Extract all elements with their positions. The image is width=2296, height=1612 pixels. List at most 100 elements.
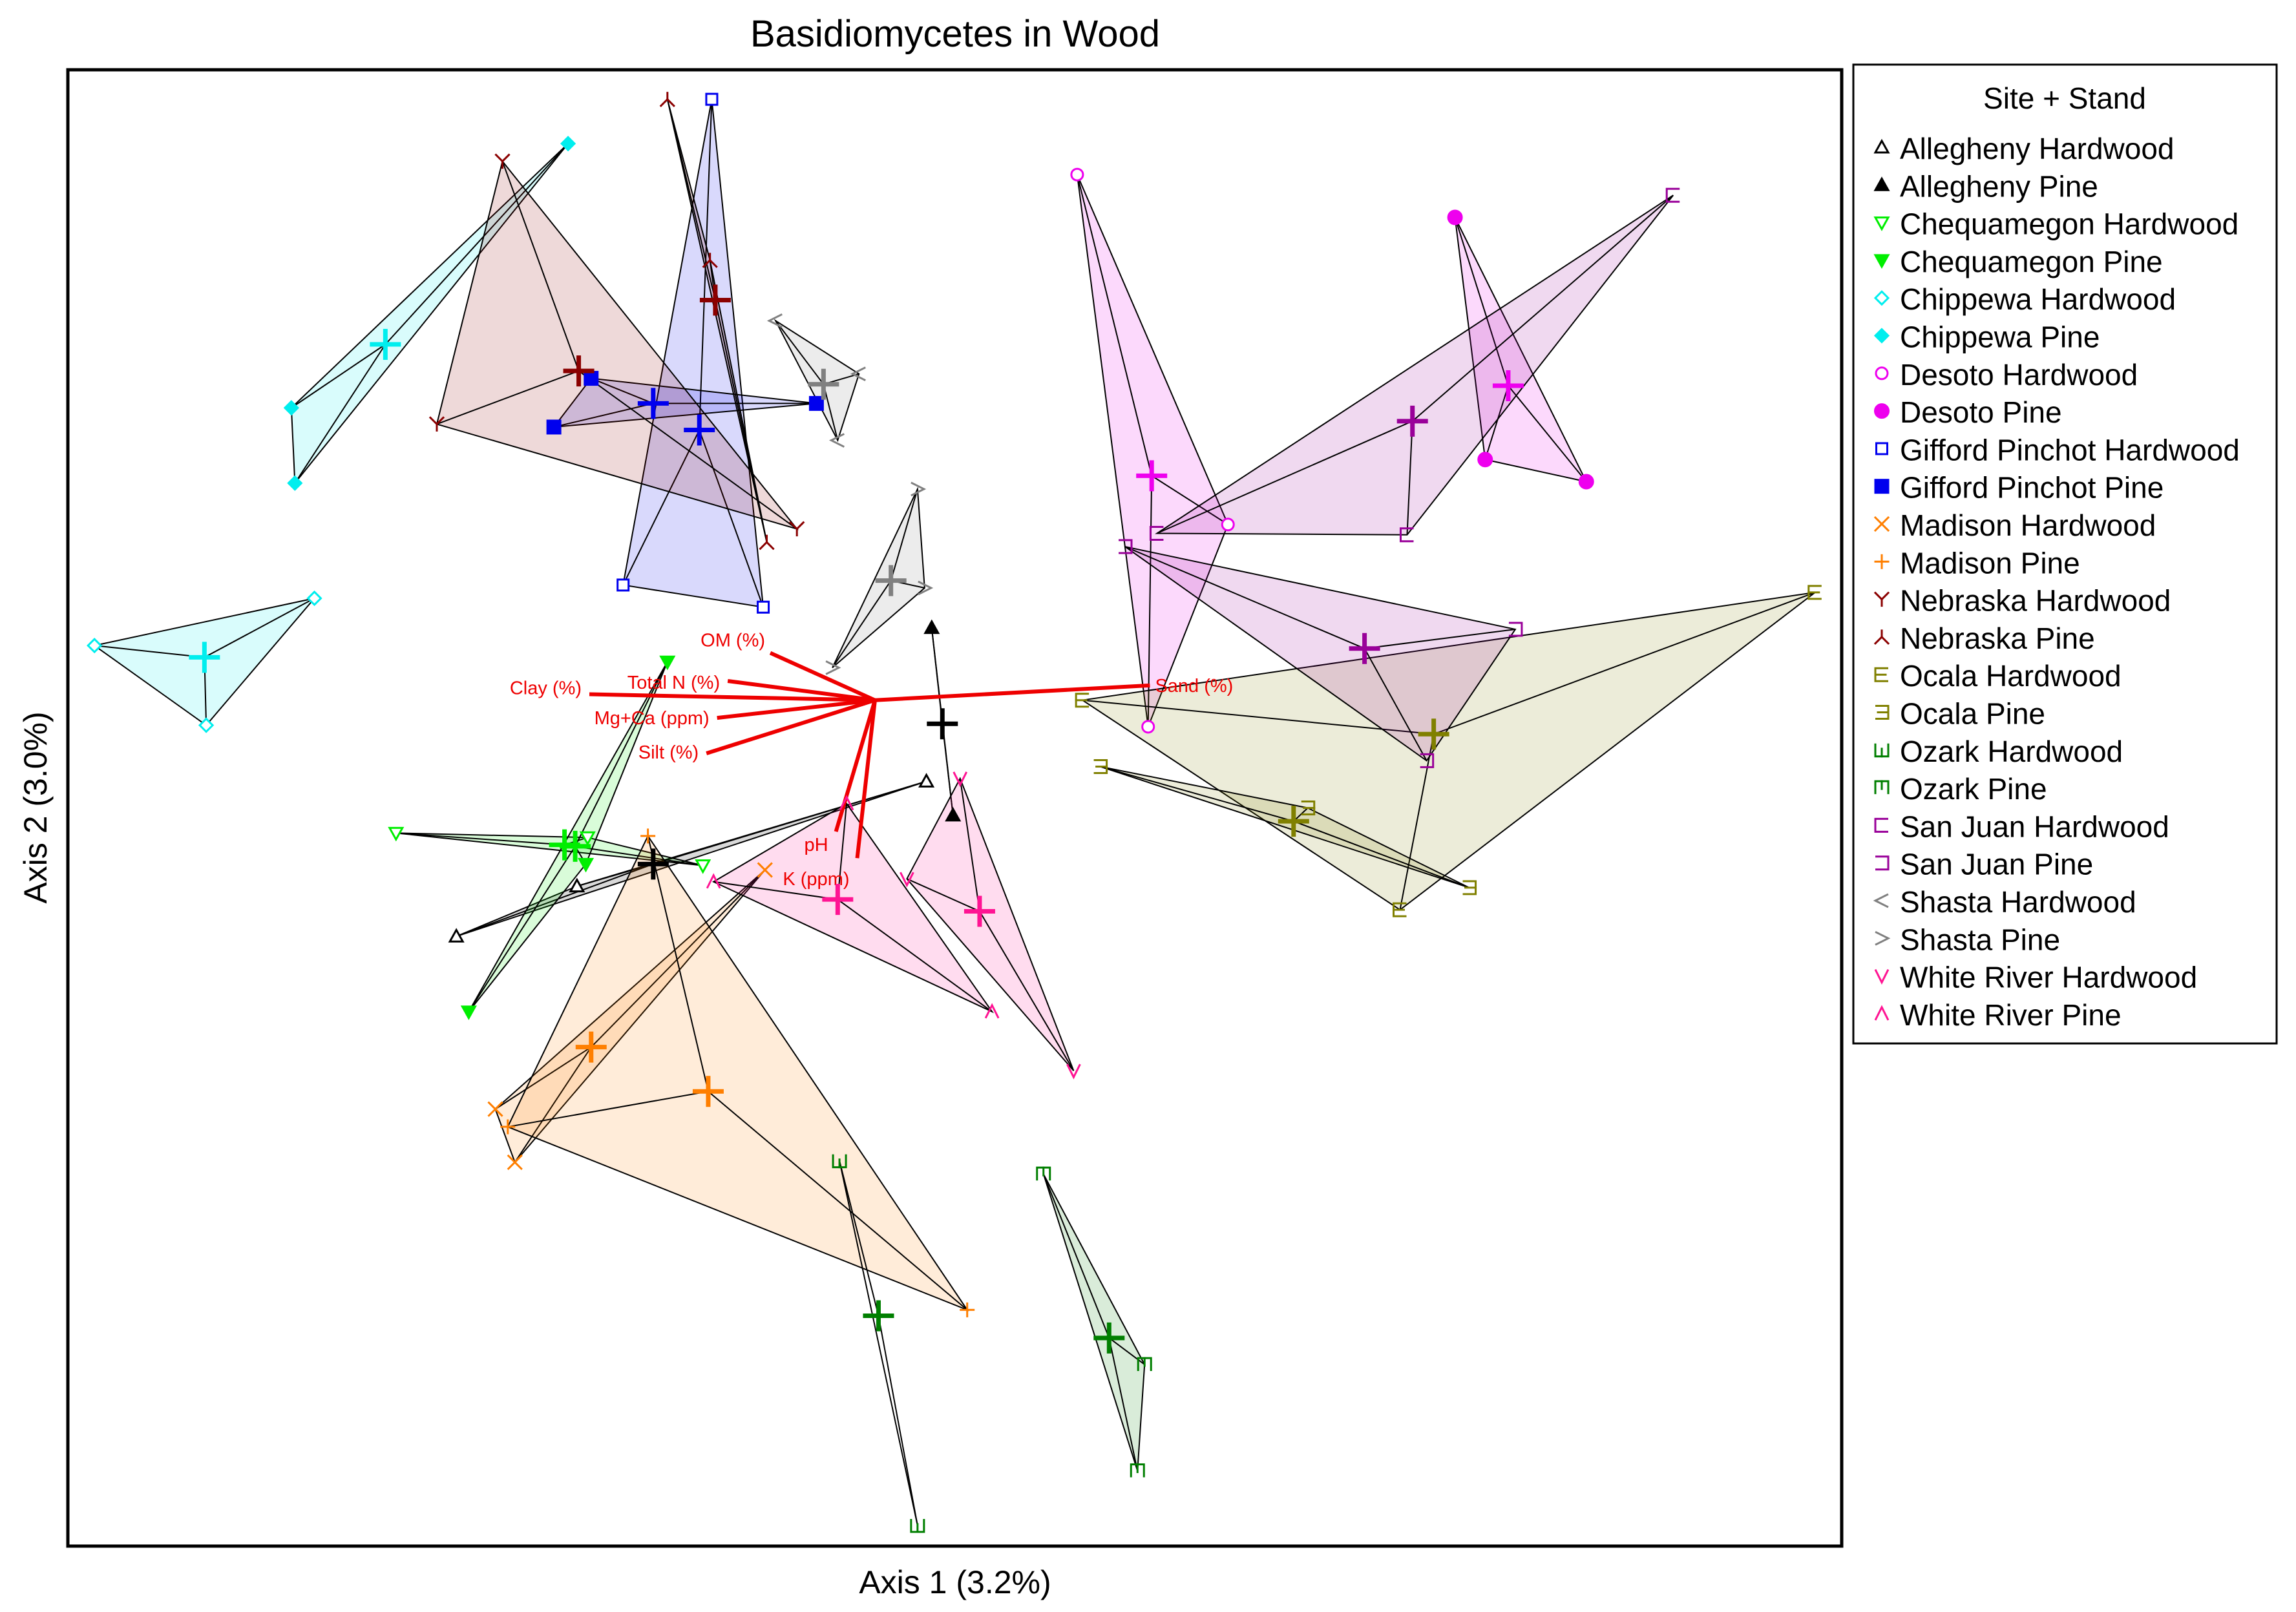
point-madison-pine-3 (960, 1302, 975, 1317)
legend-item-desoto-pine: Desoto Pine (1874, 395, 2062, 429)
vector-label-ph: pH (805, 835, 828, 855)
point-white-river-pine-3 (984, 1003, 1000, 1019)
spoke-white-river-pine-2 (837, 803, 848, 900)
spoke-white-river-pine-1 (713, 881, 838, 901)
legend-marker-ocala-hardwood (1874, 667, 1888, 682)
vector-mg-ca-ppm (717, 698, 876, 720)
legend-marker-ozark-pine (1874, 780, 1890, 795)
point-gifford-pinchot-pine-2 (546, 419, 562, 435)
legend-item-desoto-hardwood: Desoto Hardwood (1875, 358, 2138, 392)
vector-clay (589, 692, 876, 702)
legend-marker-gifford-pinchot-pine (1874, 479, 1890, 494)
spoke-gifford-pinchot-pine-1 (591, 377, 654, 404)
point-white-river-pine-2 (839, 795, 854, 811)
point-madison-hardwood-1 (487, 1101, 503, 1117)
spoke-nebraska-hardwood-3 (578, 370, 797, 530)
point-chippewa-hardwood-1 (87, 638, 103, 654)
spoke-madison-pine-3 (708, 1091, 968, 1311)
spoke-san-juan-hardwood-1 (1412, 194, 1674, 422)
spoke-shasta-hardwood-1 (775, 320, 825, 385)
point-nebraska-pine-3 (759, 534, 775, 550)
legend-marker-desoto-pine (1874, 403, 1890, 419)
legend-label-gifford-pinchot-hardwood: Gifford Pinchot Hardwood (1900, 433, 2240, 466)
spoke-chequamegon-hardwood-1 (395, 832, 565, 846)
legend-label-allegheny-pine: Allegheny Pine (1900, 169, 2098, 203)
spoke-ozark-hardwood-2 (878, 1315, 918, 1526)
hull-chequamegon-pine (468, 661, 668, 1012)
legend-label-madison-pine: Madison Pine (1900, 546, 2080, 580)
vector-silt (706, 698, 876, 755)
spoke-madison-hardwood-1 (495, 1046, 592, 1110)
point-ozark-hardwood-1 (832, 1154, 847, 1169)
legend-item-gifford-pinchot-hardwood: Gifford Pinchot Hardwood (1875, 433, 2240, 466)
legend-item-ocala-hardwood: Ocala Hardwood (1874, 659, 2122, 693)
legend-marker-ozark-hardwood (1874, 743, 1890, 758)
legend-marker-nebraska-pine (1873, 629, 1890, 645)
vector-label-silt: Silt (%) (638, 742, 699, 763)
point-shasta-hardwood-3 (828, 433, 845, 448)
centroid-white-river-hardwood (964, 895, 995, 927)
centroid-san-juan-hardwood (1396, 405, 1428, 437)
point-madison-pine-2 (500, 1119, 516, 1135)
hull-ozark-hardwood (839, 1160, 918, 1526)
vector-label-sand: Sand (%) (1155, 676, 1233, 696)
centroid-chippewa-hardwood (189, 642, 220, 673)
point-nebraska-hardwood-3 (789, 521, 805, 537)
spoke-ocala-pine-1 (1100, 766, 1294, 822)
spoke-chequamegon-pine-1 (468, 846, 576, 1012)
legend-marker-madison-pine (1874, 554, 1890, 569)
legend-label-gifford-pinchot-pine: Gifford Pinchot Pine (1900, 471, 2164, 505)
spoke-shasta-pine-1 (890, 488, 918, 581)
centroid-ocala-hardwood (1418, 718, 1449, 750)
legend-label-chippewa-pine: Chippewa Pine (1900, 320, 2100, 354)
spoke-allegheny-hardwood-3 (653, 780, 927, 865)
legend: Site + Stand Allegheny HardwoodAllegheny… (1852, 63, 2278, 1045)
spoke-chippewa-hardwood-3 (204, 598, 315, 658)
point-desoto-hardwood-2 (1221, 518, 1235, 532)
point-chequamegon-pine-1 (460, 1005, 477, 1020)
point-allegheny-pine-1 (923, 619, 940, 634)
point-gifford-pinchot-pine-3 (808, 395, 824, 411)
spoke-madison-hardwood-3 (591, 869, 766, 1048)
point-desoto-pine-3 (1578, 474, 1594, 490)
spoke-gifford-pinchot-pine-2 (553, 403, 654, 428)
vector-total-n (727, 679, 876, 702)
point-white-river-hardwood-1 (953, 771, 968, 788)
legend-marker-chequamegon-hardwood (1873, 216, 1890, 231)
point-shasta-pine-1 (911, 481, 927, 497)
marker-layer (87, 92, 1822, 1533)
spoke-white-river-pine-3 (837, 899, 993, 1012)
legend-item-madison-pine: Madison Pine (1874, 546, 2080, 580)
point-san-juan-pine-2 (1508, 622, 1523, 637)
legend-marker-shasta-hardwood (1873, 893, 1889, 908)
hull-white-river-pine (712, 802, 995, 1014)
vector-sand (874, 683, 1150, 702)
point-chippewa-hardwood-2 (198, 717, 215, 733)
point-madison-hardwood-2 (507, 1154, 523, 1171)
spoke-ozark-pine-1 (1042, 1173, 1110, 1339)
legend-label-ocala-hardwood: Ocala Hardwood (1900, 659, 2122, 693)
point-shasta-pine-2 (918, 580, 934, 596)
spoke-san-juan-pine-1 (1124, 546, 1365, 649)
hull-desoto-hardwood (1076, 174, 1229, 727)
centroid-gifford-pinchot-hardwood (684, 414, 715, 446)
point-desoto-pine-2 (1477, 452, 1493, 468)
legend-item-gifford-pinchot-pine: Gifford Pinchot Pine (1874, 471, 2164, 505)
spoke-chippewa-hardwood-1 (94, 645, 205, 658)
spoke-madison-pine-2 (507, 1091, 709, 1128)
legend-marker-san-juan-pine (1875, 855, 1890, 871)
point-san-juan-hardwood-2 (1149, 525, 1164, 541)
spoke-desoto-pine-3 (1508, 385, 1587, 483)
point-nebraska-hardwood-2 (428, 416, 445, 432)
legend-label-san-juan-hardwood: San Juan Hardwood (1900, 810, 2169, 843)
legend-marker-ocala-pine (1875, 705, 1890, 720)
hull-san-juan-pine (1124, 546, 1517, 762)
legend-item-shasta-pine: Shasta Pine (1875, 923, 2060, 956)
legend-marker-chippewa-hardwood (1873, 290, 1890, 306)
point-chippewa-pine-3 (560, 136, 576, 152)
legend-item-nebraska-hardwood: Nebraska Hardwood (1873, 584, 2171, 618)
hull-desoto-pine (1454, 217, 1588, 483)
spoke-chippewa-pine-1 (291, 344, 386, 409)
centroid-ocala-pine (1278, 806, 1309, 837)
legend-marker-gifford-pinchot-hardwood (1875, 442, 1888, 455)
